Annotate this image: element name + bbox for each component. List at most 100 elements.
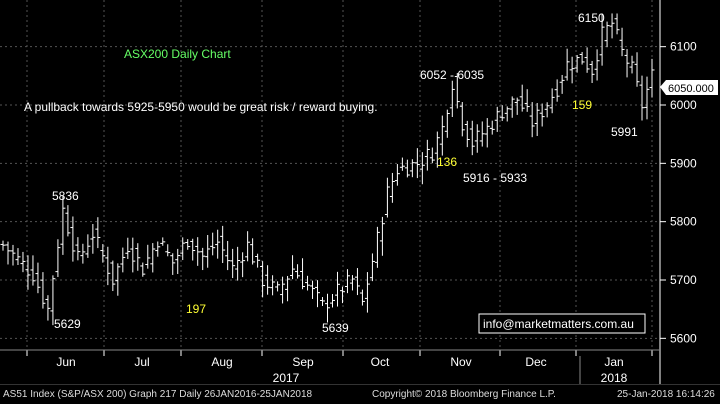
ohlc-bar-40: [200, 247, 206, 271]
ohlc-bar-60: [300, 258, 306, 290]
ohlc-bar-70: [349, 275, 355, 291]
ohlc-bar-5: [25, 255, 31, 290]
footer-left: AS51 Index (S&P/ASX 200) Graph 217 Daily…: [3, 389, 313, 400]
ohlc-bar-25: [125, 237, 131, 259]
y-tick-label-5600: 5600: [670, 331, 697, 345]
ohlc-bar-15: [75, 237, 81, 261]
ohlc-bar-108: [539, 103, 545, 127]
ohlc-bar-101: [504, 106, 510, 122]
ohlc-bar-114: [569, 56, 575, 84]
ohlc-bar-85: [424, 139, 430, 171]
ohlc-bar-130: [649, 58, 655, 98]
y-tick-label-6000: 6000: [670, 98, 697, 112]
ohlc-bar-84: [419, 152, 425, 185]
month-label-jul: Jul: [134, 355, 149, 369]
watermark-box: [478, 313, 646, 334]
month-label-nov: Nov: [450, 355, 471, 369]
ohlc-bar-48: [240, 252, 246, 278]
ohlc-bar-11: [55, 239, 61, 277]
ohlc-bar-110: [549, 88, 555, 114]
year-label-2018: 2018: [601, 371, 628, 384]
ohlc-bar-106: [529, 102, 535, 138]
ohlc-bar-52: [260, 261, 266, 298]
ohlc-bar-83: [414, 148, 420, 179]
y-tick-label-5900: 5900: [670, 156, 697, 170]
ohlc-bar-23: [115, 263, 121, 296]
annotation-5916-5933: 5916 - 5933: [463, 171, 527, 185]
annotation-197: 197: [186, 302, 206, 316]
annotation-6052-6035: 6052 - 6035: [420, 68, 484, 82]
ohlc-bar-27: [135, 243, 141, 271]
ohlc-bar-113: [564, 48, 570, 81]
ohlc-bar-0: [0, 240, 6, 251]
ohlc-bar-93: [464, 120, 470, 148]
ohlc-bar-35: [175, 248, 181, 274]
month-label-aug: Aug: [211, 355, 232, 369]
annotation-5836: 5836: [52, 189, 79, 203]
ohlc-bar-99: [494, 106, 500, 132]
ohlc-bar-17: [85, 234, 91, 258]
ohlc-bar-103: [514, 97, 520, 115]
y-tick-label-6100: 6100: [670, 40, 697, 54]
ohlc-bar-94: [469, 120, 475, 156]
ohlc-bar-98: [489, 120, 495, 135]
ohlc-bar-37: [185, 239, 191, 250]
ohlc-bar-87: [434, 131, 440, 168]
ohlc-bar-100: [499, 105, 505, 121]
ohlc-bar-96: [479, 121, 485, 147]
ohlc-bar-6: [30, 255, 36, 286]
ohlc-bar-88: [439, 115, 445, 156]
ohlc-bar-58: [290, 255, 296, 280]
ohlc-bar-20: [100, 244, 106, 263]
ohlc-bar-86: [429, 147, 435, 164]
ohlc-bar-72: [359, 289, 365, 306]
ohlc-bar-121: [604, 21, 610, 48]
ohlc-bar-28: [140, 262, 146, 277]
ohlc-bar-107: [534, 102, 540, 136]
ohlc-bar-118: [589, 60, 595, 83]
ohlc-bar-67: [334, 271, 340, 307]
month-label-sep: Sep: [292, 355, 314, 369]
ohlc-bar-26: [130, 237, 136, 273]
ohlc-bar-21: [105, 246, 111, 286]
ohlc-bar-18: [90, 224, 96, 254]
ohlc-bar-127: [634, 52, 640, 87]
ohlc-bar-1: [5, 241, 11, 265]
ohlc-bar-124: [619, 27, 625, 57]
ohlc-bar-3: [15, 248, 21, 266]
ohlc-bar-7: [35, 262, 41, 294]
month-label-dec: Dec: [525, 355, 546, 369]
ohlc-bar-43: [215, 229, 221, 259]
y-tick-label-5700: 5700: [670, 273, 697, 287]
ohlc-bar-55: [275, 281, 281, 292]
ohlc-bar-89: [444, 109, 450, 138]
grid-lines: [0, 0, 658, 350]
ohlc-bar-9: [45, 295, 51, 321]
footer-timestamp: 25-Jan-2018 16:14:26: [617, 389, 715, 400]
ohlc-bar-102: [509, 96, 515, 118]
ohlc-bar-129: [644, 76, 650, 120]
ohlc-bar-63: [315, 280, 321, 308]
annotation-5629: 5629: [54, 317, 81, 331]
chart-subtitle: A pullback towards 5925-5950 would be gr…: [24, 100, 378, 114]
ohlc-bar-80: [399, 157, 405, 171]
ohlc-bar-105: [524, 89, 530, 112]
ohlc-bar-115: [574, 55, 580, 73]
ohlc-bar-104: [519, 84, 525, 112]
ohlc-bar-90: [449, 80, 455, 118]
ohlc-bar-12: [60, 196, 66, 255]
ohlc-bar-66: [329, 293, 335, 308]
ohlc-bar-38: [190, 238, 196, 261]
ohlc-bar-126: [629, 55, 635, 74]
ohlc-bar-33: [165, 244, 171, 257]
ohlc-bar-75: [374, 226, 380, 268]
ohlc-bar-31: [155, 241, 161, 257]
ohlc-bar-4: [20, 251, 26, 273]
ohlc-bar-71: [354, 268, 360, 296]
ohlc-bar-13: [65, 205, 71, 237]
ohlc-bar-123: [614, 13, 620, 35]
ohlc-bar-77: [384, 177, 390, 218]
ohlc-bar-19: [95, 217, 101, 249]
y-tick-label-5800: 5800: [670, 215, 697, 229]
last-price-label: 6050.000: [668, 83, 714, 95]
